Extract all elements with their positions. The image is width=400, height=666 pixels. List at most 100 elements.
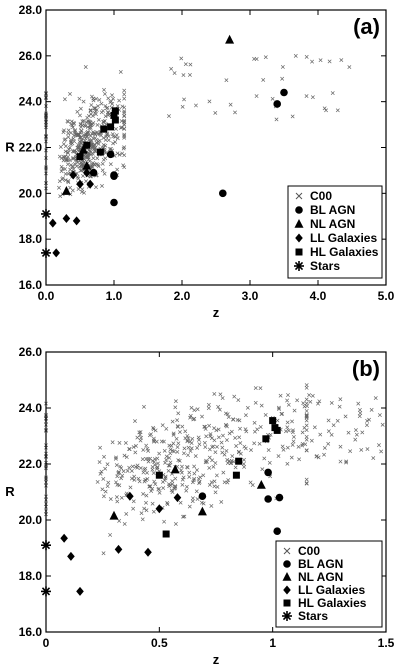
data-point [86,179,94,189]
c00-point [101,108,106,113]
c00-point [318,432,323,437]
c00-point [57,185,61,190]
data-point [264,468,272,477]
c00-point [99,101,104,106]
c00-point [122,522,127,526]
c00-point [211,444,216,449]
c00-point [207,455,212,460]
c00-point [226,478,231,483]
c00-point [110,132,115,137]
data-point [83,141,91,149]
data-point [219,189,227,198]
c00-point [79,162,84,167]
c00-point [60,177,65,182]
c00-point [109,99,114,104]
c00-point [137,430,142,435]
c00-point [120,473,125,478]
c00-point [90,113,95,118]
data-point [89,168,98,177]
c00-point [97,97,102,102]
c00-point [226,415,231,420]
data-point [76,179,84,189]
legend-entry: Stars [310,259,340,273]
c00-point [195,497,200,502]
c00-point [192,476,197,481]
c00-point [304,481,309,486]
c00-point [192,408,197,413]
c00-point [135,435,140,440]
c00-point [212,484,217,489]
c00-point [187,474,192,479]
c00-point [356,401,361,406]
c00-point [86,148,91,153]
c00-point [133,450,138,455]
legend-marker [283,585,291,595]
c00-point [122,105,127,110]
c00-point [184,488,189,493]
c00-point [343,414,348,419]
c00-point [304,409,309,413]
data-point [82,160,92,170]
series-hl-galaxies [76,107,119,161]
c00-point [337,404,342,409]
series-ll-galaxies [49,168,94,258]
c00-point [161,486,166,491]
y-tick-label: 28.0 [19,3,43,17]
c00-point [241,461,246,466]
x-tick-label: 5.0 [378,289,395,303]
c00-point [162,448,167,453]
c00-point [202,424,207,429]
c00-point [234,444,239,448]
c00-point [248,480,253,485]
c00-point [115,104,120,109]
c00-point [219,499,224,504]
c00-point [122,118,127,123]
c00-point [357,414,362,419]
c00-point [122,453,127,458]
c00-point [88,108,93,113]
x-tick-label: 0.0 [38,289,55,303]
data-point [110,111,118,119]
c00-point [223,411,228,416]
c00-point [348,449,353,454]
c00-point [108,532,113,537]
c00-point [304,423,309,428]
c00-point [305,404,310,409]
legend-marker [283,599,291,607]
c00-point [173,521,178,526]
panel-a: 0.0 1.0 2.0 3.0 4.0 5.0 16.0 18.0 20.0 22.0 24.0 26… [5,3,394,320]
c00-point [144,500,148,505]
c00-point [152,457,157,462]
data-point [162,530,170,538]
c00-point [68,91,72,96]
c00-point [127,447,132,451]
legend-entry: C00 [298,544,320,558]
c00-point [285,445,290,450]
c00-point [369,407,374,412]
c00-point [95,480,100,484]
c00-point [100,487,105,492]
c00-point [87,151,92,156]
c00-point [357,407,362,412]
c00-point [220,450,225,455]
c00-point [190,480,195,485]
c00-point [192,416,197,421]
c00-point [102,87,106,92]
legend-box [287,185,383,279]
c00-point [156,487,161,492]
c00-point [335,108,340,113]
series-nl-agn [61,34,235,195]
y-tick-label: 22.0 [19,141,43,155]
c00-point [164,426,169,431]
c00-point [217,407,222,412]
c00-point [367,417,372,422]
c00-point [124,511,129,516]
c00-point [78,130,83,135]
x-tick-label: 1.5 [378,636,395,650]
c00-point [160,480,165,484]
c00-point [152,439,156,444]
c00-point [285,420,290,425]
c00-point [258,386,263,391]
c00-point [360,430,365,435]
c00-point [233,435,238,440]
